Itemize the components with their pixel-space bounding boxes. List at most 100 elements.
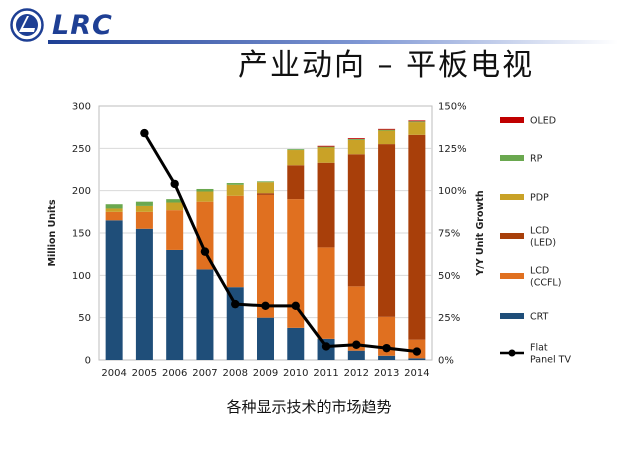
- line-point-2009: [261, 301, 270, 311]
- x-tick-label: 2009: [253, 368, 278, 379]
- bar-rp-2007: [196, 188, 214, 192]
- bar-lcd-led-2012: [347, 154, 365, 287]
- legend-label: LCD: [530, 266, 549, 277]
- bar-rp-2005: [135, 201, 153, 206]
- legend-swatch-rp: [500, 155, 524, 161]
- x-tick-label: 2007: [192, 368, 217, 379]
- bar-lcd-ccfl-2011: [317, 247, 335, 339]
- y2-tick-label: 50%: [438, 271, 460, 282]
- bar-crt-2005: [135, 228, 153, 360]
- line-point-2014: [412, 347, 422, 356]
- bar-crt-2010: [287, 327, 305, 360]
- bar-pdp-2010: [287, 150, 305, 166]
- bar-crt-2014: [408, 358, 426, 360]
- y2-tick-label: 125%: [438, 144, 467, 155]
- bar-rp-2006: [166, 199, 184, 203]
- legend-swatch-lcd-led: [500, 233, 524, 239]
- bar-crt-2006: [166, 249, 184, 360]
- bar-pdp-2008: [226, 184, 244, 196]
- x-tick-label: 2004: [101, 368, 126, 379]
- bar-pdp-2014: [408, 122, 426, 135]
- legend-label: PDP: [530, 193, 549, 204]
- bar-pdp-2007: [196, 191, 214, 202]
- line-flat-panel-tv: [143, 132, 418, 354]
- x-tick-label: 2008: [223, 368, 248, 379]
- bar-lcd-led-2010: [287, 165, 305, 200]
- bar-crt-2012: [347, 350, 365, 360]
- x-tick-label: 2013: [374, 368, 399, 379]
- bar-rp-2011: [317, 146, 335, 148]
- line-point-2012: [352, 340, 361, 349]
- y-tick-label: 300: [72, 102, 91, 113]
- legend-label: OLED: [530, 116, 556, 127]
- x-tick-label: 2012: [344, 368, 369, 379]
- legend-label: (CCFL): [530, 278, 561, 289]
- line-point-2008: [231, 299, 240, 309]
- bar-lcd-ccfl-2007: [196, 201, 214, 270]
- chart-caption: 各种显示技术的市场趋势: [226, 398, 392, 416]
- y-tick-label: 150: [72, 229, 91, 240]
- legend-swatch-crt: [500, 313, 524, 319]
- legend-swatch-oled: [500, 117, 524, 123]
- y-tick-label: 200: [72, 186, 91, 197]
- bar-pdp-2009: [257, 182, 274, 194]
- bar-lcd-led-2011: [317, 162, 335, 248]
- bar-rp-2013: [378, 129, 396, 131]
- y-axis-title: Million Units: [47, 199, 58, 266]
- legend-label: CRT: [530, 312, 549, 323]
- bar-lcd-ccfl-2012: [347, 286, 365, 351]
- y2-tick-label: 150%: [438, 102, 467, 113]
- bar-rp-2010: [287, 149, 305, 151]
- bar-crt-2004: [105, 220, 123, 360]
- y-tick-label: 50: [78, 313, 91, 324]
- line-point-2010: [291, 301, 300, 311]
- y2-axis-title: Y/Y Unit Growth: [475, 190, 486, 276]
- bar-lcd-ccfl-2009: [257, 194, 274, 318]
- bar-pdp-2005: [135, 205, 153, 212]
- x-tick-label: 2005: [132, 368, 157, 379]
- bar-lcd-led-2009: [257, 193, 274, 195]
- bar-lcd-led-2014: [408, 134, 426, 340]
- legend-label: Panel TV: [530, 355, 571, 366]
- legend-label: LCD: [530, 226, 549, 237]
- page-title: 产业动向 – 平板电视: [238, 48, 535, 83]
- header-divider: [48, 40, 618, 44]
- line-point-2011: [321, 342, 331, 351]
- bar-rp-2009: [257, 181, 274, 183]
- bar-lcd-ccfl-2013: [378, 316, 396, 356]
- bar-crt-2009: [257, 317, 274, 360]
- y2-tick-label: 0%: [438, 356, 454, 367]
- bar-pdp-2012: [347, 139, 365, 155]
- legend-label: RP: [530, 154, 543, 165]
- y-tick-label: 250: [72, 144, 91, 155]
- y-tick-label: 0: [85, 356, 91, 367]
- x-tick-label: 2011: [313, 368, 338, 379]
- bar-oled-2013: [378, 128, 396, 130]
- x-tick-label: 2014: [404, 368, 429, 379]
- bar-pdp-2011: [317, 147, 335, 163]
- logo-text: LRC: [52, 10, 113, 41]
- bar-crt-2007: [196, 269, 214, 360]
- bar-rp-2012: [347, 139, 365, 140]
- x-tick-label: 2006: [162, 368, 187, 379]
- bar-lcd-led-2013: [378, 144, 396, 317]
- lrc-logo-icon: [10, 8, 44, 42]
- bar-oled-2011: [317, 145, 335, 147]
- line-point-2013: [382, 343, 391, 353]
- legend-swatch-pdp: [500, 194, 524, 200]
- bar-pdp-2004: [105, 208, 123, 212]
- bar-pdp-2006: [166, 202, 184, 211]
- bar-lcd-ccfl-2010: [287, 199, 305, 328]
- legend-swatch-lcd-ccfl: [500, 273, 524, 279]
- y2-tick-label: 100%: [438, 186, 467, 197]
- legend-label: (LED): [530, 238, 556, 249]
- x-tick-label: 2010: [283, 368, 308, 379]
- y2-tick-label: 75%: [438, 229, 460, 240]
- legend-label: Flat: [530, 343, 548, 354]
- line-point-2006: [170, 179, 179, 189]
- bar-oled-2014: [408, 120, 426, 122]
- bar-oled-2012: [347, 138, 365, 140]
- y2-tick-label: 25%: [438, 313, 460, 324]
- bar-crt-2013: [378, 355, 396, 360]
- bar-lcd-ccfl-2006: [166, 210, 184, 250]
